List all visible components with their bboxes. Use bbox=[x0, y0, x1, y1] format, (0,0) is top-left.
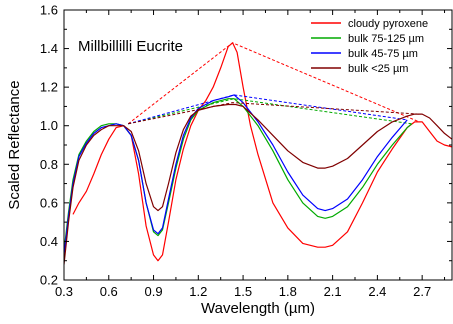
y-tick-label: 1.6 bbox=[40, 3, 58, 18]
legend-label-2: bulk 75-125 µm bbox=[348, 33, 424, 45]
series-2-continuum-line bbox=[128, 98, 412, 125]
series-2-line bbox=[64, 98, 413, 252]
y-axis-label: Scaled Reflectance bbox=[6, 80, 23, 209]
legend: cloudy pyroxene bulk 75-125 µm bulk 45-75 … bbox=[311, 18, 428, 75]
y-tick-label: 0.2 bbox=[40, 273, 58, 288]
legend-label-1: cloudy pyroxene bbox=[348, 18, 428, 30]
x-tick-label: 1.2 bbox=[189, 284, 207, 299]
x-tick-label: 0.6 bbox=[100, 284, 118, 299]
y-tick-label: 0.8 bbox=[40, 157, 58, 172]
x-tick-label: 2.4 bbox=[368, 284, 386, 299]
series-4-line bbox=[64, 103, 452, 265]
x-tick-label: 1.5 bbox=[234, 284, 252, 299]
x-tick-label: 0.9 bbox=[144, 284, 162, 299]
chart-annotation: Millbillilli Eucrite bbox=[78, 38, 183, 55]
series-4-continuum-line bbox=[128, 102, 420, 125]
x-tick-label: 1.8 bbox=[279, 284, 297, 299]
ticks-layer: 0.3 0.6 0.9 1.2 1.5 1.8 2.1 2.4 2.7 0.2 0.4 0.6 0.8 1… bbox=[40, 3, 452, 299]
x-axis-label: Wavelength (µm) bbox=[201, 300, 315, 317]
y-tick-label: 1.4 bbox=[40, 41, 58, 56]
y-tick-label: 0.4 bbox=[40, 234, 58, 249]
x-tick-label: 0.3 bbox=[55, 284, 73, 299]
x-tick-label: 2.7 bbox=[413, 284, 431, 299]
legend-label-4: bulk <25 µm bbox=[348, 63, 408, 75]
x-tick-label: 2.1 bbox=[324, 284, 342, 299]
series-layer bbox=[64, 42, 452, 265]
y-tick-label: 1.0 bbox=[40, 118, 58, 133]
series-3-line bbox=[64, 94, 408, 255]
y-tick-label: 1.2 bbox=[40, 80, 58, 95]
legend-label-3: bulk 45-75 µm bbox=[348, 48, 418, 60]
series-3-continuum-line bbox=[128, 94, 408, 125]
y-tick-label: 0.6 bbox=[40, 195, 58, 210]
series-1-line bbox=[72, 42, 452, 262]
